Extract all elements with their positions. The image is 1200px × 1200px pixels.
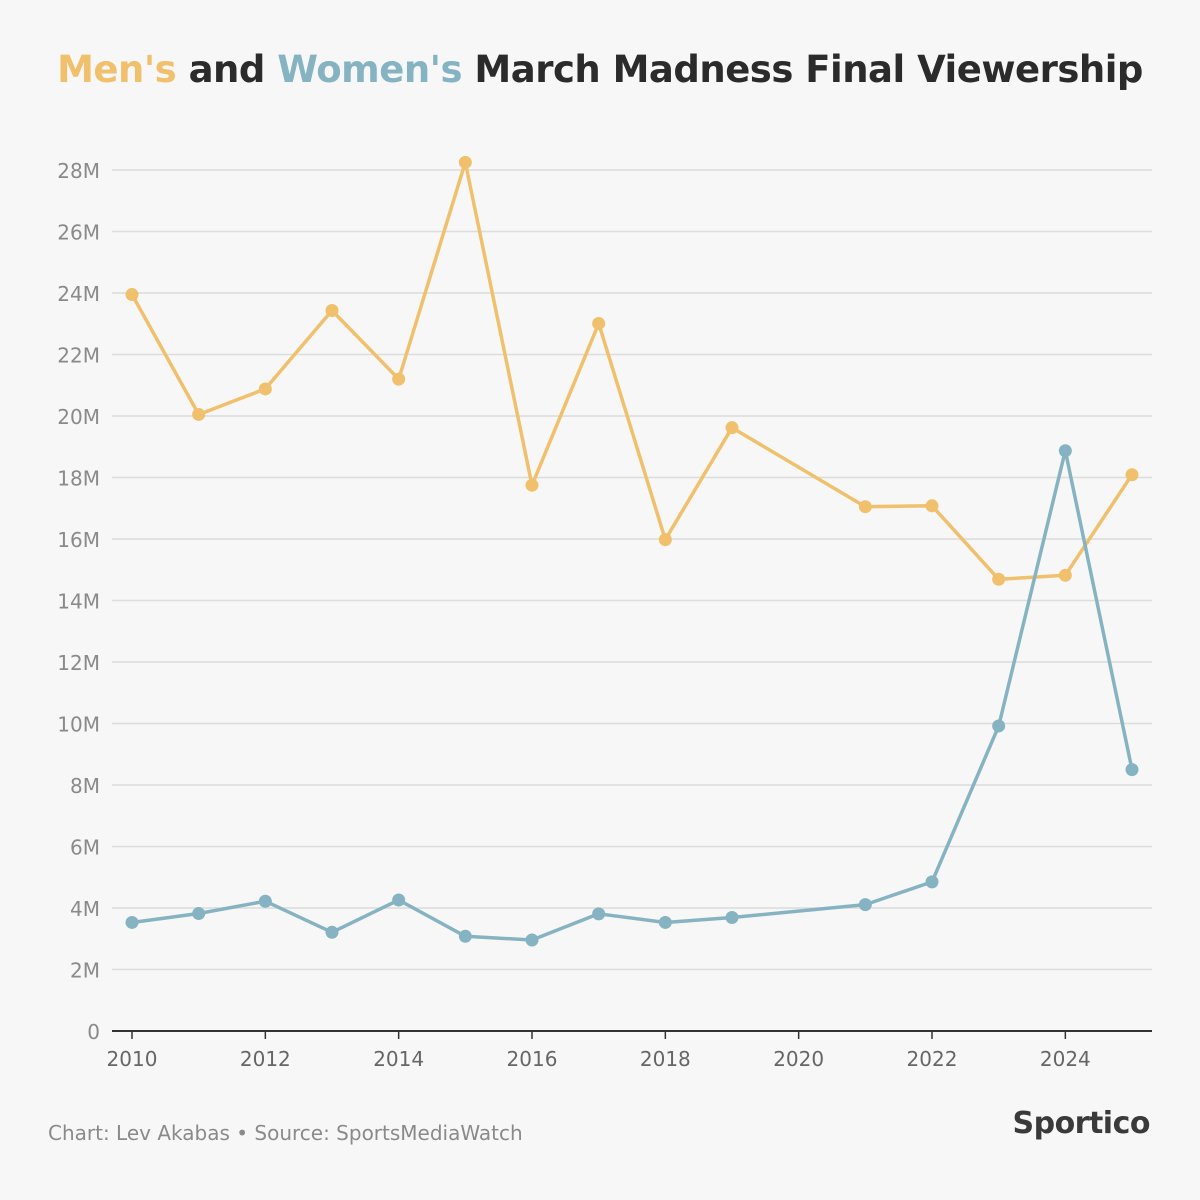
y-tick-label: 18M — [57, 467, 100, 491]
data-point-womens — [125, 915, 139, 929]
y-tick-label: 4M — [70, 897, 100, 921]
data-point-womens — [592, 907, 606, 921]
data-point-mens — [725, 421, 739, 435]
data-point-mens — [458, 155, 472, 169]
x-axis-tick-labels: 2010 2012 2014 2016 2018 2020 2022 2024 — [107, 1047, 1091, 1071]
data-point-mens — [125, 288, 139, 302]
x-tick-label: 2018 — [640, 1047, 691, 1071]
data-point-womens — [1125, 763, 1139, 777]
x-tick-label: 2012 — [240, 1047, 291, 1071]
y-tick-label: 8M — [70, 774, 100, 798]
title-rest: March Madness Final Viewership — [462, 48, 1143, 91]
series-points — [125, 155, 1139, 947]
data-point-mens — [992, 572, 1006, 586]
data-point-mens — [592, 316, 606, 330]
series-lines — [130, 160, 1134, 942]
y-tick-label: 14M — [57, 590, 100, 614]
x-axis — [112, 1030, 1152, 1039]
title-and: and — [176, 48, 278, 91]
sportico-logo: Sportico — [1012, 1106, 1150, 1141]
data-point-mens — [925, 499, 939, 513]
y-tick-label: 10M — [57, 713, 100, 737]
y-tick-label: 20M — [57, 405, 100, 429]
x-tick-label: 2010 — [107, 1047, 158, 1071]
data-point-mens — [192, 407, 206, 421]
data-point-mens — [658, 533, 672, 547]
data-point-mens — [392, 372, 406, 386]
data-point-mens — [325, 304, 339, 318]
y-tick-label: 28M — [57, 159, 100, 183]
series-line-womens — [130, 448, 1134, 942]
data-point-womens — [258, 894, 272, 908]
data-point-mens — [258, 382, 272, 396]
data-point-womens — [925, 875, 939, 889]
y-axis-tick-labels: 0 2M 4M 6M 8M 10M 12M 14M 16M 18M 20M 22M 24M 26M 28M — [57, 159, 100, 1044]
y-tick-label: 24M — [57, 282, 100, 306]
x-tick-label: 2016 — [507, 1047, 558, 1071]
x-tick-label: 2014 — [373, 1047, 424, 1071]
grid-lines — [112, 169, 1152, 971]
data-point-mens — [1058, 568, 1072, 582]
data-point-womens — [192, 907, 206, 921]
data-point-womens — [658, 915, 672, 929]
title-womens: Women's — [277, 48, 463, 91]
data-point-womens — [1058, 444, 1072, 458]
y-tick-label: 26M — [57, 221, 100, 245]
data-point-womens — [525, 933, 539, 947]
y-tick-label: 12M — [57, 651, 100, 675]
x-tick-label: 2020 — [773, 1047, 824, 1071]
data-point-womens — [992, 719, 1006, 733]
data-point-womens — [725, 911, 739, 925]
y-tick-label: 16M — [57, 528, 100, 552]
y-tick-label: 2M — [70, 959, 100, 983]
data-point-mens — [858, 500, 872, 514]
y-tick-label: 0 — [87, 1020, 100, 1044]
data-point-womens — [392, 893, 406, 907]
data-point-womens — [325, 925, 339, 939]
y-tick-label: 6M — [70, 836, 100, 860]
data-point-womens — [458, 929, 472, 943]
data-point-mens — [525, 478, 539, 492]
title-mens: Men's — [57, 48, 177, 91]
data-point-mens — [1125, 468, 1139, 482]
chart-title: Men's and Women's March Madness Final Vi… — [0, 48, 1200, 91]
series-line-mens — [130, 160, 1134, 582]
y-tick-label: 22M — [57, 344, 100, 368]
x-tick-label: 2022 — [907, 1047, 958, 1071]
chart-credit: Chart: Lev Akabas • Source: SportsMediaW… — [48, 1121, 523, 1145]
data-point-womens — [858, 898, 872, 912]
x-tick-label: 2024 — [1040, 1047, 1091, 1071]
